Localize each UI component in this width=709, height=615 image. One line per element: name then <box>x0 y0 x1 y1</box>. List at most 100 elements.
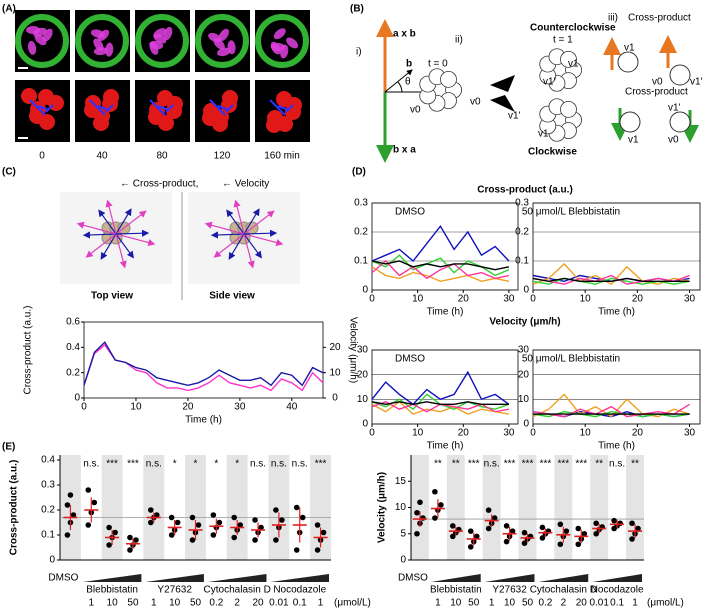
nucleus <box>105 42 114 57</box>
series-line <box>371 370 510 406</box>
dot <box>473 533 480 540</box>
cell <box>619 111 641 133</box>
drug-label: Nocodazole <box>591 585 644 596</box>
dot <box>611 517 617 524</box>
heading: Cross-product <box>625 87 688 98</box>
y-axis-label: Cross-product (a.u.) <box>9 460 20 556</box>
series-line <box>371 260 510 280</box>
dot <box>237 522 243 528</box>
series-line <box>371 254 510 277</box>
dot <box>85 487 92 493</box>
subpanel-label: i) <box>356 47 362 58</box>
arrow <box>228 233 245 260</box>
x-tick-label: 0 <box>81 402 87 413</box>
dot <box>210 512 217 518</box>
y-tick-label: 15 <box>395 476 407 487</box>
legend-text: ← Cross-product, <box>120 179 198 190</box>
heading: Cross-product <box>628 13 691 24</box>
dot <box>231 514 237 521</box>
arrow <box>243 229 278 237</box>
track <box>37 105 50 111</box>
y-tick-label: 10 <box>518 394 530 405</box>
nucleus <box>27 40 37 55</box>
band <box>143 455 165 560</box>
dot <box>106 524 112 531</box>
cell <box>38 89 54 105</box>
heading: Velocity (μm/h) <box>489 317 560 328</box>
vector-label: b x a <box>393 145 416 156</box>
dot <box>432 515 438 521</box>
significance-label: * <box>235 459 239 470</box>
arrowhead <box>490 95 515 112</box>
cell <box>102 96 118 112</box>
dot <box>563 528 570 534</box>
dot <box>106 542 112 548</box>
cell <box>617 51 639 73</box>
x-axis-label: Time (h) <box>427 441 464 452</box>
x-axis-label: Time (h) <box>427 307 464 318</box>
significance-label: ** <box>595 459 603 470</box>
dot <box>417 499 423 506</box>
dot <box>273 537 279 543</box>
y2-axis-label: Velocity (μm/h) <box>347 317 358 383</box>
arrow <box>243 233 255 269</box>
dot <box>414 530 420 537</box>
y-axis-label: Cross-product (a.u.) <box>23 306 34 395</box>
dot <box>174 519 181 526</box>
time-label: 40 <box>96 151 108 162</box>
category-label: 0.01 <box>589 598 609 609</box>
series-line <box>532 410 690 418</box>
dot <box>112 529 118 536</box>
dot <box>503 538 510 545</box>
y-tick-label: 5 <box>400 528 406 539</box>
category-label: DMSO <box>48 573 78 584</box>
dot <box>539 535 546 541</box>
y-tick-label: 0.3 <box>354 198 368 209</box>
arrow <box>210 231 245 239</box>
band <box>226 455 248 560</box>
dot <box>210 532 217 538</box>
category-label: 2 <box>561 598 567 609</box>
vector-label: v1' <box>508 111 521 122</box>
dot <box>314 522 321 528</box>
y-tick-label: 0.2 <box>66 367 80 378</box>
significance-label: n.s. <box>83 459 99 470</box>
nucleus <box>271 43 285 51</box>
x-tick-label: 40 <box>286 402 298 413</box>
y-tick-label: 20 <box>518 369 530 380</box>
nucleus <box>149 40 164 50</box>
cell <box>266 117 282 133</box>
x-tick-label: 0 <box>530 428 536 439</box>
dot <box>557 521 564 528</box>
x-tick-label: 30 <box>234 402 246 413</box>
series-line <box>371 401 509 406</box>
x-tick-label: 30 <box>503 428 515 439</box>
x-tick-label: 20 <box>458 294 470 305</box>
dot <box>414 509 420 516</box>
significance-label: *** <box>468 459 480 470</box>
cell <box>560 50 577 68</box>
nucleus <box>273 28 286 40</box>
track <box>269 99 286 116</box>
arrow <box>115 233 134 259</box>
arrow <box>82 231 117 239</box>
time-label: t = 0 <box>428 59 448 70</box>
series-line <box>371 400 510 415</box>
y-tick-label: 0.4 <box>66 342 80 353</box>
dot <box>91 499 98 506</box>
dot <box>231 534 237 541</box>
micrograph <box>255 10 310 72</box>
dot <box>273 507 279 513</box>
panel-label: (A) <box>2 4 16 15</box>
significance-label: *** <box>575 459 587 470</box>
category-label: 2 <box>234 598 240 609</box>
category-label: 0.2 <box>209 598 223 609</box>
dose-wedge <box>207 574 267 582</box>
dot <box>320 529 327 536</box>
nucleus <box>97 29 110 42</box>
y-tick-label: 0.2 <box>41 505 55 516</box>
significance-label: *** <box>522 459 534 470</box>
track <box>209 99 226 116</box>
vector-label: v0 <box>410 105 421 116</box>
x-tick-label: 20 <box>632 428 644 439</box>
